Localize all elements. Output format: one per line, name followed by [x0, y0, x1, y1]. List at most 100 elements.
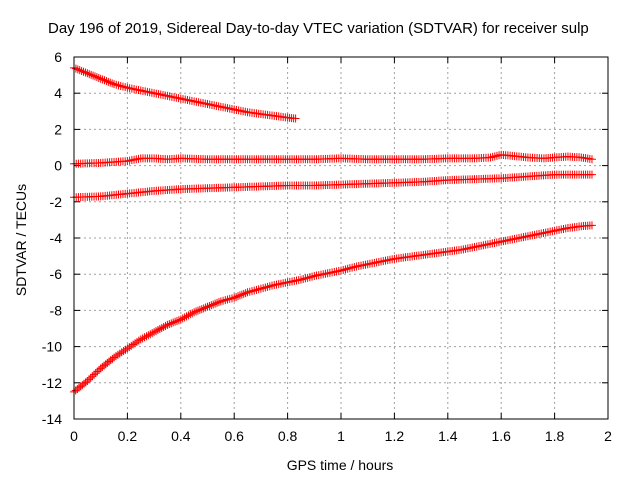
data-point	[230, 293, 239, 302]
data-point	[195, 305, 204, 314]
data-point	[138, 334, 147, 343]
data-point	[169, 318, 178, 327]
data-point	[235, 291, 244, 300]
data-point	[96, 74, 105, 83]
data-point	[348, 263, 357, 272]
data-point	[77, 66, 86, 75]
data-point	[152, 327, 161, 336]
data-point	[488, 152, 497, 161]
data-point	[85, 375, 94, 384]
data-point	[345, 264, 354, 273]
data-point	[98, 75, 107, 84]
data-point	[223, 295, 232, 304]
data-point	[83, 376, 92, 385]
data-point	[587, 155, 596, 164]
data-point	[245, 287, 254, 296]
data-point	[71, 64, 80, 73]
series-satellite-b	[70, 150, 596, 168]
data-point	[148, 329, 157, 338]
data-point	[197, 305, 206, 314]
data-point	[90, 72, 99, 81]
x-tick-label: 0.4	[171, 428, 191, 444]
data-point	[94, 73, 103, 82]
data-point	[205, 302, 214, 311]
data-point	[91, 369, 100, 378]
x-tick-label: 1	[337, 428, 345, 444]
grid	[74, 57, 608, 419]
data-point	[305, 273, 314, 282]
data-point	[144, 331, 153, 340]
data-point	[186, 310, 195, 319]
data-point	[146, 330, 155, 339]
data-point	[165, 320, 174, 329]
y-tick-label: -12	[42, 375, 62, 391]
series-satellite-a	[70, 63, 300, 123]
data-point	[296, 275, 305, 284]
data-point	[171, 317, 180, 326]
x-tick-label: 2	[604, 428, 612, 444]
data-point	[79, 67, 88, 76]
data-point	[92, 73, 101, 82]
data-point	[232, 292, 241, 301]
data-point	[234, 292, 243, 301]
data-point	[188, 309, 197, 318]
y-tick-label: -10	[42, 339, 62, 355]
data-point	[184, 311, 193, 320]
data-point	[211, 299, 220, 308]
data-point	[341, 265, 350, 274]
data-point	[201, 303, 210, 312]
data-point	[192, 307, 201, 316]
data-point	[106, 78, 115, 87]
data-point	[182, 312, 191, 321]
data-point	[587, 221, 596, 230]
data-point	[81, 68, 90, 77]
data-point	[116, 81, 125, 90]
data-point	[193, 306, 202, 315]
data-point	[85, 70, 94, 79]
data-point	[490, 152, 499, 161]
data-point	[142, 332, 151, 341]
data-point	[239, 289, 248, 298]
y-tick-label: -4	[50, 230, 63, 246]
series-satellite-c	[70, 170, 596, 202]
data-point	[114, 81, 123, 90]
x-tick-label: 0.2	[118, 428, 138, 444]
data-point	[112, 80, 121, 89]
data-point	[291, 114, 300, 123]
data-point	[83, 69, 92, 78]
data-point	[90, 370, 99, 379]
data-point	[121, 83, 130, 92]
data-point	[248, 287, 256, 296]
data-point	[250, 286, 259, 295]
data-point	[100, 76, 109, 85]
data-point	[167, 319, 176, 328]
data-point	[303, 273, 312, 282]
data-point	[252, 285, 261, 294]
x-tick-label: 1.8	[545, 428, 565, 444]
data-point	[265, 282, 274, 291]
data-point	[140, 333, 149, 342]
x-tick-label: 0	[70, 428, 78, 444]
data-point	[301, 274, 310, 283]
data-point	[213, 298, 222, 307]
data-point	[492, 151, 501, 160]
data-point	[254, 285, 263, 294]
data-point	[102, 77, 111, 86]
data-point	[104, 77, 113, 86]
data-point	[176, 315, 185, 324]
data-point	[268, 281, 277, 290]
data-point	[163, 320, 172, 329]
y-tick-label: -14	[42, 411, 62, 427]
data-point	[153, 326, 162, 335]
data-point	[199, 304, 208, 313]
data-point	[486, 153, 495, 162]
data-point	[227, 294, 236, 303]
data-point	[155, 325, 164, 334]
data-point	[190, 308, 199, 317]
data-point	[207, 301, 216, 310]
data-point	[88, 372, 97, 381]
series-satellite-d	[70, 221, 596, 396]
y-tick-label: 2	[54, 121, 62, 137]
data-point	[221, 296, 230, 305]
